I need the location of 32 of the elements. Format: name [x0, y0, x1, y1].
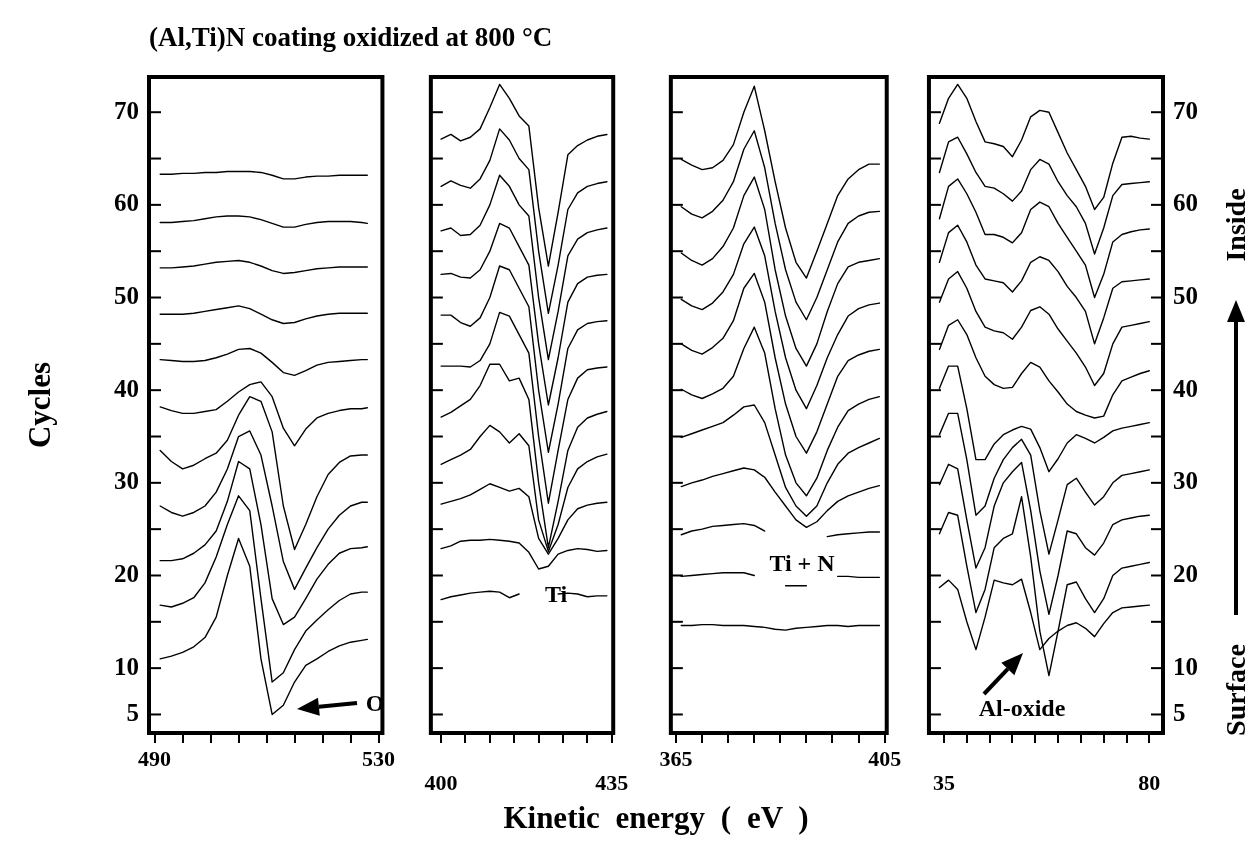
x-tick-label: 405 [868, 745, 902, 771]
y-tick-label: 30 [114, 467, 139, 495]
y-tick-label: 20 [114, 559, 139, 587]
annotation: Al-oxide [978, 694, 1066, 722]
y2-tick-label: 60 [1173, 189, 1198, 217]
y2-tick-label: 50 [1173, 281, 1198, 309]
chart-title: (Al,Ti)N coating oxidized at 800 °C [149, 22, 553, 53]
x-tick-label: 80 [1138, 769, 1161, 795]
y2-tick-label: 10 [1173, 652, 1198, 680]
y-tick-label: 60 [114, 189, 139, 217]
y-tick-label: 40 [114, 374, 139, 402]
y2-tick-label: 70 [1173, 96, 1198, 124]
y2-tick-label: 20 [1173, 559, 1198, 587]
x-tick-label: 35 [933, 769, 955, 795]
x-tick-label: 490 [138, 745, 172, 771]
y-tick-label: 5 [126, 698, 139, 726]
y-tick-label: 50 [114, 281, 139, 309]
y2-tick-label: 40 [1173, 374, 1198, 402]
annotation: Ti + N [769, 549, 835, 577]
x-axis-title: Kinetic energy ( eV ) [503, 800, 809, 836]
annotation: Ti [544, 580, 568, 608]
y2-tick-label: 5 [1173, 698, 1186, 726]
y-tick-label: 10 [114, 652, 139, 680]
y-axis-title: Cycles [22, 361, 58, 449]
x-tick-label: 365 [659, 745, 693, 771]
text: Inside [1220, 188, 1249, 262]
x-tick-label: 435 [595, 769, 629, 795]
x-tick-label: 530 [362, 745, 395, 771]
y2-tick-label: 30 [1173, 467, 1198, 495]
x-tick-label: 400 [424, 769, 458, 795]
y-tick-label: 70 [114, 96, 139, 124]
text: Surface [1220, 644, 1249, 736]
